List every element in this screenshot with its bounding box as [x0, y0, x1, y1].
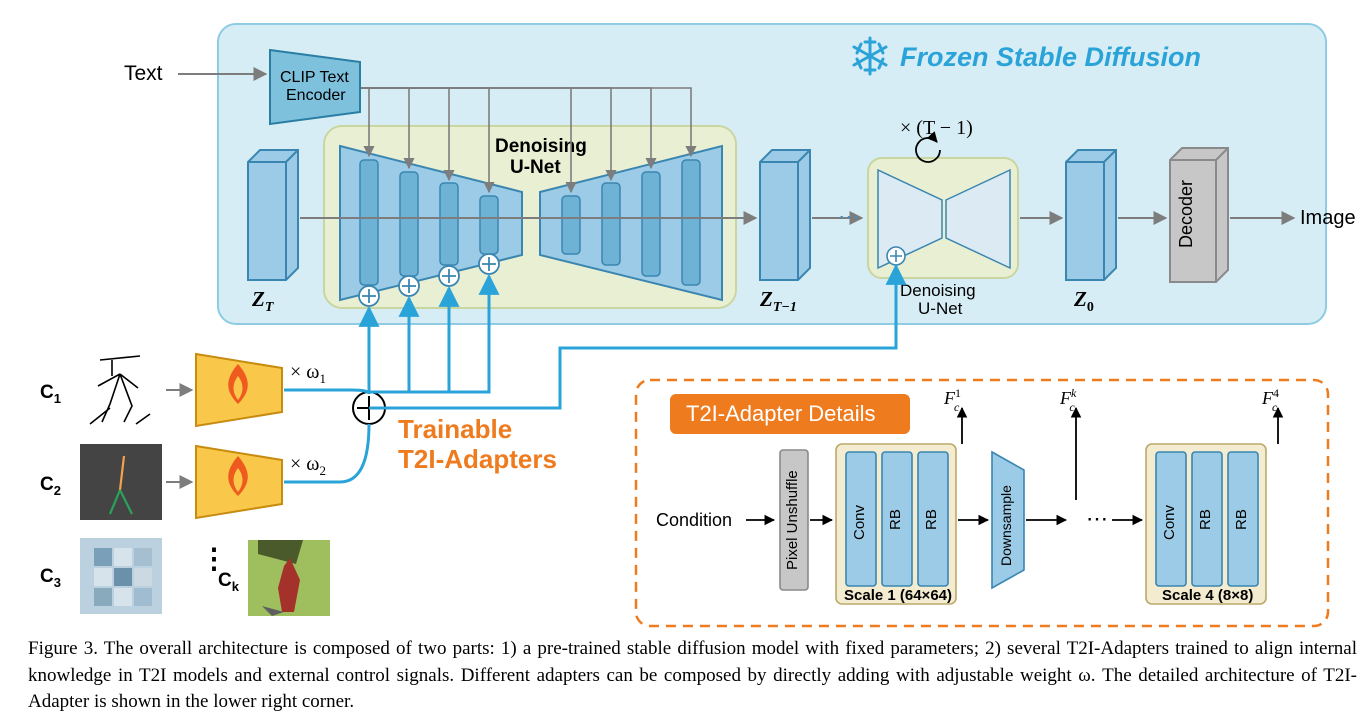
iter-label: × (T − 1) — [900, 117, 973, 139]
c3-label: C3 — [40, 566, 61, 590]
scale4-rb2-label: RB — [1233, 509, 1250, 530]
clip-label-1: CLIP Text — [280, 69, 349, 86]
frozen-title: Frozen Stable Diffusion — [900, 42, 1201, 72]
caption-lead: Figure 3. — [28, 638, 98, 659]
unet2-label-2: U-Net — [918, 299, 963, 318]
image-out-label: Image — [1300, 207, 1356, 229]
pixel-unshuffle-label: Pixel Unshuffle — [784, 470, 801, 570]
unet2-label-1: Denoising — [900, 281, 976, 300]
scale1-rb1-label: RB — [887, 509, 904, 530]
decoder-label: Decoder — [1176, 180, 1196, 248]
trainable-title-1: Trainable — [398, 414, 512, 444]
ck-thumbnail — [248, 540, 330, 616]
text-input-label: Text — [124, 62, 163, 85]
flow-dots-1: ⋯ — [838, 204, 860, 229]
clip-label-2: Encoder — [286, 87, 346, 104]
caption-body: The overall architecture is composed of … — [28, 638, 1357, 712]
w2-label: × ω2 — [290, 453, 326, 478]
details-title: T2I-Adapter Details — [686, 401, 876, 426]
zt1-latent — [760, 150, 810, 280]
ck-label: Ck — [218, 570, 240, 594]
unet-label-1: Denoising — [495, 136, 587, 157]
zt-latent — [248, 150, 298, 280]
downsample-label: Downsample — [998, 485, 1014, 566]
c2-label: C2 — [40, 474, 61, 498]
adapter-2 — [196, 446, 282, 518]
scale4-conv-label: Conv — [1161, 504, 1178, 540]
unet-label-2: U-Net — [510, 157, 561, 178]
c2-thumbnail — [80, 444, 162, 520]
trainable-title-2: T2I-Adapters — [398, 444, 557, 474]
c3-thumbnail — [80, 538, 162, 614]
c1-thumbnail — [80, 352, 162, 428]
z0-latent — [1066, 150, 1116, 280]
diagram-svg: Frozen Stable Diffusion Text CLIP Text E… — [0, 0, 1371, 630]
adapter-1 — [196, 354, 282, 426]
architecture-diagram: Frozen Stable Diffusion Text CLIP Text E… — [0, 0, 1371, 630]
condition-label: Condition — [656, 510, 732, 530]
scale4-caption: Scale 4 (8×8) — [1162, 587, 1253, 604]
scale1-conv-label: Conv — [851, 504, 868, 540]
scale4-rb1-label: RB — [1197, 509, 1214, 530]
details-hdots: ⋯ — [1086, 506, 1108, 531]
scale1-rb2-label: RB — [923, 509, 940, 530]
w1-label: × ω1 — [290, 361, 326, 386]
c1-label: C1 — [40, 382, 61, 406]
adapter1-to-plus — [284, 390, 369, 394]
figure-caption: Figure 3. The overall architecture is co… — [28, 636, 1357, 716]
scale1-caption: Scale 1 (64×64) — [844, 587, 952, 604]
